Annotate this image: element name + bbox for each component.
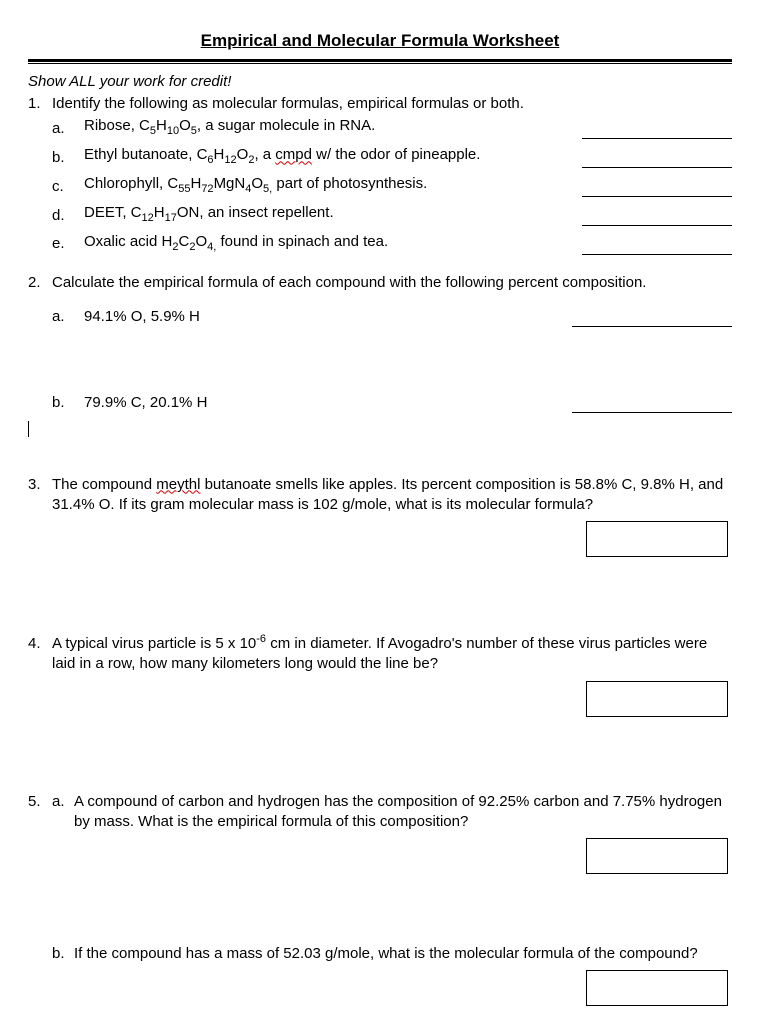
answer-blank[interactable] [582,212,732,226]
q5-item-b: b. If the compound has a mass of 52.03 g… [28,944,732,964]
question-1: 1. Identify the following as molecular f… [28,94,732,114]
answer-blank[interactable] [572,313,732,327]
question-4: 4. A typical virus particle is 5 x 10-6 … [28,632,732,675]
answer-blank[interactable] [582,125,732,139]
q2-item-a: a. 94.1% O, 5.9% H [52,307,732,327]
q1-item-a: a. Ribose, C5H10O5, a sugar molecule in … [52,116,732,139]
worksheet-title: Empirical and Molecular Formula Workshee… [28,30,732,53]
instruction-text: Show ALL your work for credit! [28,72,732,92]
answer-box[interactable] [586,521,728,557]
question-5: 5. a. A compound of carbon and hydrogen … [28,792,732,833]
answer-blank[interactable] [582,154,732,168]
divider-rule [28,59,732,64]
answer-blank[interactable] [572,399,732,413]
q1-number: 1. [28,94,52,114]
q1-item-b: b. Ethyl butanoate, C6H12O2, a cmpd w/ t… [52,145,732,168]
q2-item-b: b. 79.9% C, 20.1% H [52,393,732,413]
answer-box[interactable] [586,838,728,874]
answer-box[interactable] [586,970,728,1006]
q1-item-c: c. Chlorophyll, C55H72MgN4O5, part of ph… [52,174,732,197]
text-cursor [28,421,29,437]
answer-blank[interactable] [582,183,732,197]
question-3: 3. The compound meythl butanoate smells … [28,475,732,516]
answer-box[interactable] [586,681,728,717]
q1-item-d: d. DEET, C12H17ON, an insect repellent. [52,203,732,226]
answer-blank[interactable] [582,241,732,255]
question-2: 2. Calculate the empirical formula of ea… [28,273,732,293]
q1-item-e: e. Oxalic acid H2C2O4, found in spinach … [52,232,732,255]
q1-text: Identify the following as molecular form… [52,94,732,114]
